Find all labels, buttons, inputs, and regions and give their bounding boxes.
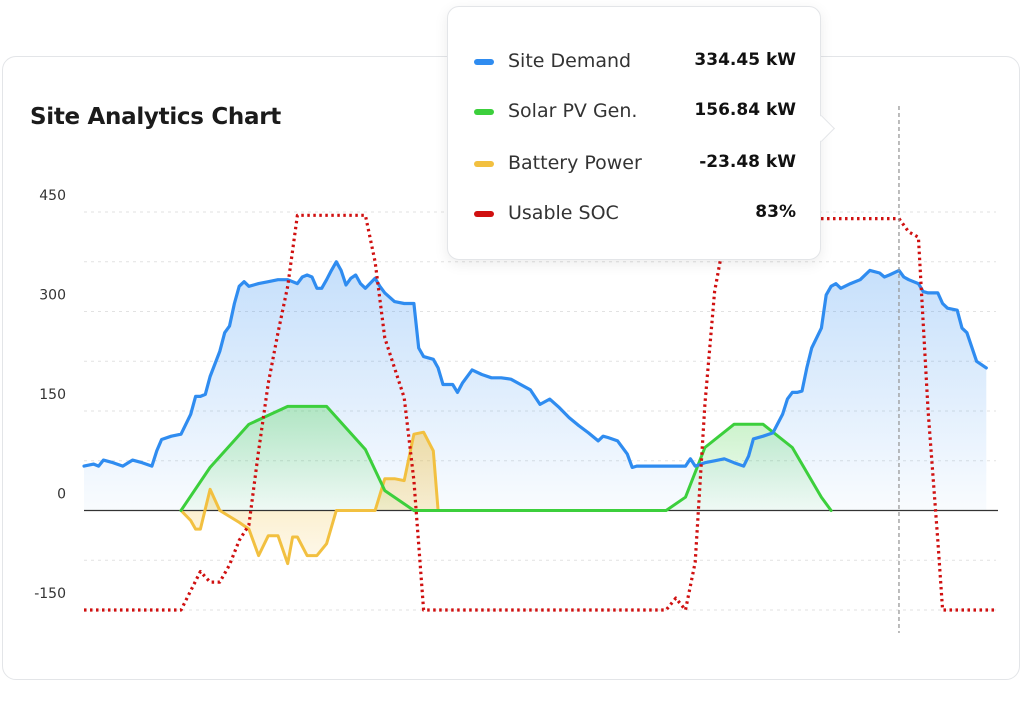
tooltip-row-solar: Solar PV Gen. 156.84 kW [474, 97, 796, 127]
y-tick-label: 0 [57, 487, 66, 503]
tooltip-series-name: Battery Power [508, 152, 642, 174]
tooltip-row-site-demand: Site Demand 334.45 kW [474, 47, 796, 77]
y-tick-label: -150 [34, 586, 66, 602]
solar-legend-swatch [474, 109, 494, 115]
tooltip-series-value: 83% [755, 202, 796, 222]
site-demand-legend-swatch [474, 59, 494, 65]
tooltip-series-value: 334.45 kW [694, 50, 796, 70]
y-axis: 450 300 150 0 -150 [34, 188, 66, 602]
tooltip-series-name: Site Demand [508, 50, 632, 72]
chart-title: Site Analytics Chart [30, 104, 281, 130]
tooltip-series-name: Usable SOC [508, 202, 619, 224]
site-demand-line [82, 260, 988, 469]
y-tick-label: 450 [39, 188, 66, 204]
tooltip-series-value: 156.84 kW [694, 100, 796, 120]
area-layer [84, 261, 987, 564]
soc-line [84, 213, 996, 612]
tooltip-series-name: Solar PV Gen. [508, 100, 638, 122]
solar-area [181, 406, 832, 511]
tooltip-row-battery: Battery Power -23.48 kW [474, 149, 796, 179]
tooltip-series-value: -23.48 kW [699, 152, 796, 172]
battery-legend-swatch [474, 161, 494, 167]
solar-line [179, 404, 833, 512]
battery-line [179, 430, 440, 566]
y-tick-label: 150 [39, 387, 66, 403]
soc-legend-swatch [474, 211, 494, 217]
chart-tooltip: Site Demand 334.45 kW Solar PV Gen. 156.… [447, 6, 835, 260]
tooltip-row-soc: Usable SOC 83% [474, 199, 796, 229]
y-tick-label: 300 [39, 288, 66, 304]
line-layer [82, 213, 996, 612]
